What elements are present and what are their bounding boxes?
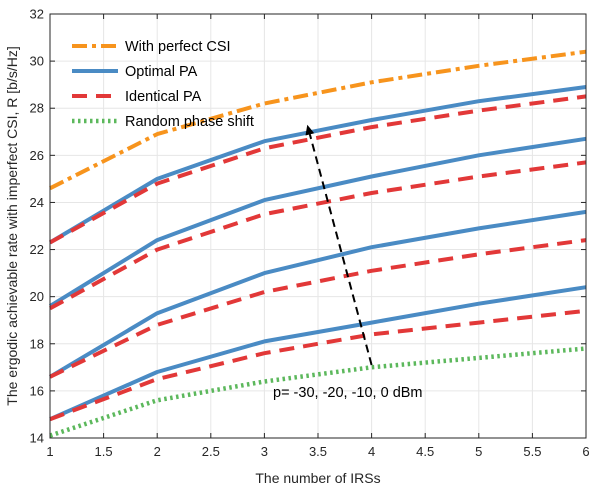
with-perfect-csi-line <box>49 49 587 191</box>
legend-label: With perfect CSI <box>125 39 231 55</box>
optimal-pa-line <box>49 285 587 422</box>
optimal-pa-line <box>48 85 587 245</box>
x-tick-label: 3.5 <box>309 444 327 459</box>
y-tick-label: 20 <box>30 289 44 304</box>
y-tick-label: 18 <box>30 336 44 351</box>
x-tick-label: 5.5 <box>523 444 541 459</box>
ticks <box>49 13 587 439</box>
x-tick-label: 1 <box>46 444 53 459</box>
x-tick-label: 3 <box>261 444 268 459</box>
x-tick-label: 2.5 <box>202 444 220 459</box>
identical-pa-line <box>49 308 587 422</box>
legend-label: Random phase shift <box>125 114 254 130</box>
y-tick-labels: 14 16 18 20 22 24 26 28 30 32 <box>30 7 44 446</box>
x-tick-label: 2 <box>154 444 161 459</box>
annotation: p= -30, -20, -10, 0 dBm <box>273 124 423 401</box>
x-tick-label: 1.5 <box>95 444 113 459</box>
y-axis-title: The ergodic achievable rate with imperfe… <box>4 46 20 405</box>
optimal-pa-line <box>48 209 587 379</box>
legend-label: Optimal PA <box>125 64 198 80</box>
legend: With perfect CSI Optimal PA Identical PA Ra… <box>72 39 254 130</box>
x-axis-title: The number of IRSs <box>255 470 380 486</box>
optimal-pa-line <box>48 136 587 308</box>
identical-pa-line <box>49 238 587 379</box>
y-tick-label: 16 <box>30 383 44 398</box>
y-tick-label: 22 <box>30 242 44 257</box>
x-tick-label: 5 <box>475 444 482 459</box>
annotation-label: p= -30, -20, -10, 0 dBm <box>273 385 423 401</box>
y-tick-label: 26 <box>30 148 44 163</box>
y-tick-label: 14 <box>30 431 44 446</box>
series-layer <box>48 49 587 438</box>
legend-label: Identical PA <box>125 89 202 105</box>
identical-pa-line <box>49 160 587 311</box>
y-tick-label: 32 <box>30 7 44 22</box>
identical-pa-line <box>49 94 587 245</box>
y-tick-label: 24 <box>30 195 44 210</box>
x-tick-label: 6 <box>582 444 589 459</box>
y-tick-label: 30 <box>30 54 44 69</box>
x-tick-labels: 1 1.5 2 2.5 3 3.5 4 4.5 5 5.5 6 <box>46 444 589 459</box>
x-tick-label: 4 <box>368 444 375 459</box>
annotation-arrow-line <box>308 134 373 366</box>
x-tick-label: 4.5 <box>416 444 434 459</box>
annotation-arrow-head <box>305 124 315 136</box>
y-tick-label: 28 <box>30 101 44 116</box>
